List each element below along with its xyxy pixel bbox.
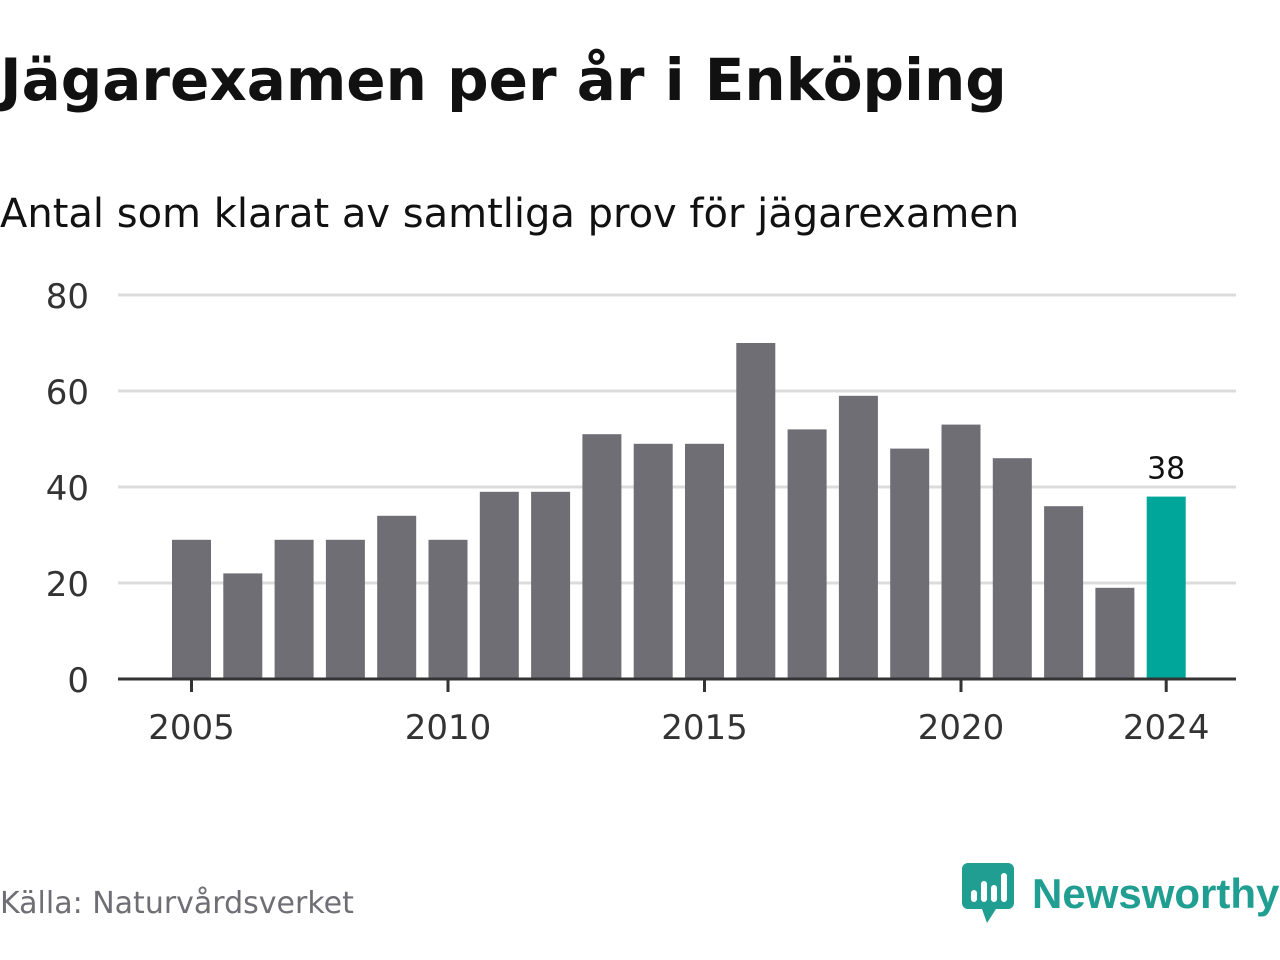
x-tick-label: 2010	[405, 708, 492, 748]
bar	[992, 458, 1032, 679]
bar	[172, 539, 211, 679]
bar	[633, 443, 673, 679]
labels: 0 20 40 60 80 2005 2010 2015 2020 2024 38	[46, 277, 1210, 748]
y-tick-label: 60	[46, 373, 89, 413]
x-tick-label: 2020	[918, 708, 1005, 748]
bar	[582, 434, 622, 679]
x-tick-label: 2015	[661, 708, 748, 748]
bar	[1095, 587, 1135, 679]
chart-title: Jägarexamen per år i Enköping	[0, 46, 1007, 114]
bar	[1044, 506, 1084, 679]
bar	[787, 429, 827, 679]
bar	[479, 491, 519, 679]
bar-chart-speech-bubble-icon	[962, 863, 1014, 923]
y-tick-label: 0	[67, 661, 89, 701]
data-label-highlight: 38	[1147, 452, 1185, 487]
bar	[685, 443, 724, 679]
source-note: Källa: Naturvårdsverket	[0, 886, 354, 921]
brand-name: Newsworthy	[1032, 870, 1280, 917]
x-tick-label: 2024	[1123, 708, 1210, 748]
bar	[838, 395, 878, 679]
y-tick-label: 20	[46, 565, 89, 605]
bar-highlight	[1146, 496, 1186, 679]
bar	[890, 448, 930, 679]
y-tick-label: 40	[46, 469, 89, 509]
y-tick-label: 80	[46, 277, 89, 317]
chart-subtitle: Antal som klarat av samtliga prov för jä…	[0, 191, 1020, 237]
x-tick-label: 2005	[148, 708, 235, 748]
bar	[325, 539, 365, 679]
bar-chart: 0 20 40 60 80 2005 2010 2015 2020 2024 38	[46, 277, 1236, 748]
bar	[428, 539, 468, 679]
bar	[223, 573, 263, 679]
bar	[736, 343, 776, 679]
bar	[531, 491, 571, 679]
newsworthy-logo: Newsworthy	[962, 862, 1279, 926]
axes	[118, 677, 1236, 692]
bar	[377, 515, 417, 679]
bar	[941, 424, 981, 679]
bars	[172, 343, 1186, 679]
bar	[274, 539, 314, 679]
